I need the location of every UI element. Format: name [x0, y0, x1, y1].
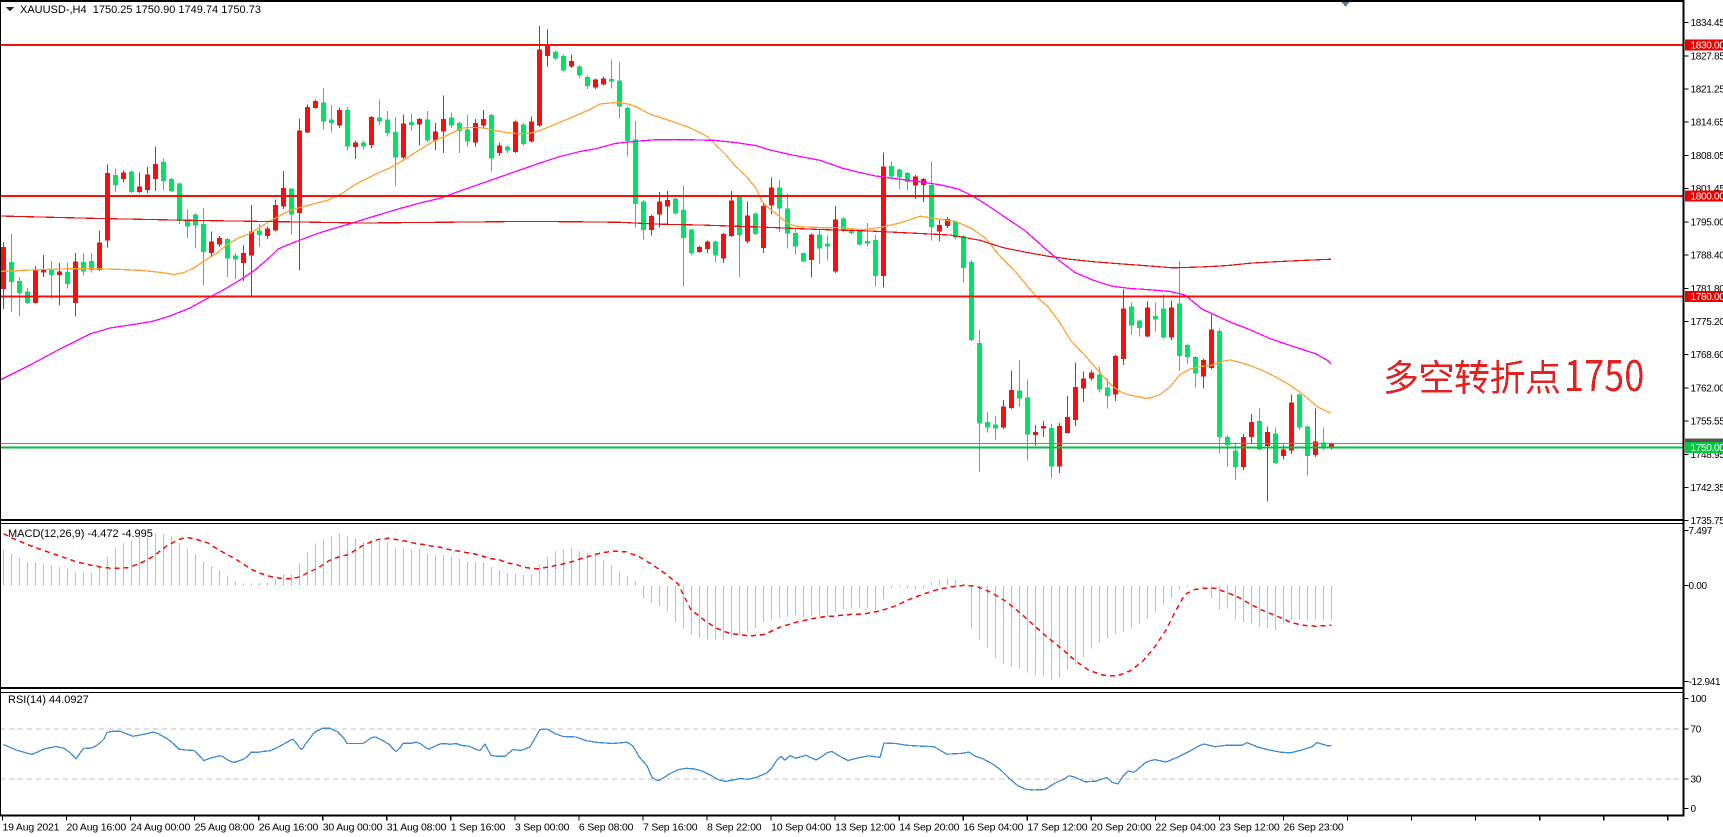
svg-text:13 Sep 12:00: 13 Sep 12:00 — [835, 822, 895, 834]
svg-text:26 Aug 16:00: 26 Aug 16:00 — [259, 822, 319, 834]
svg-text:-12.941: -12.941 — [1689, 677, 1722, 688]
svg-text:1780.00: 1780.00 — [1691, 292, 1723, 303]
svg-text:16 Sep 04:00: 16 Sep 04:00 — [963, 822, 1023, 834]
svg-text:XAUUSD-,H4 1750.25 1750.90 17: XAUUSD-,H4 1750.25 1750.90 1749.74 1750.… — [20, 4, 261, 16]
svg-text:1781.80: 1781.80 — [1691, 284, 1723, 295]
svg-text:17 Sep 12:00: 17 Sep 12:00 — [1027, 822, 1087, 834]
svg-text:20 Sep 20:00: 20 Sep 20:00 — [1091, 822, 1151, 834]
svg-text:1735.75: 1735.75 — [1691, 516, 1723, 527]
svg-text:14 Sep 20:00: 14 Sep 20:00 — [899, 822, 959, 834]
svg-text:1821.25: 1821.25 — [1691, 85, 1723, 96]
svg-text:7 Sep 16:00: 7 Sep 16:00 — [643, 822, 698, 834]
svg-text:1775.20: 1775.20 — [1691, 317, 1723, 328]
svg-text:1834.45: 1834.45 — [1691, 18, 1723, 29]
svg-text:70: 70 — [1691, 725, 1702, 736]
svg-text:1762.00: 1762.00 — [1691, 383, 1723, 394]
svg-text:1748.95: 1748.95 — [1691, 450, 1723, 461]
svg-text:1795.00: 1795.00 — [1691, 217, 1723, 228]
svg-text:6 Sep 08:00: 6 Sep 08:00 — [579, 822, 634, 834]
svg-text:24 Aug 00:00: 24 Aug 00:00 — [131, 822, 191, 834]
svg-text:1830.00: 1830.00 — [1691, 41, 1723, 52]
svg-text:100: 100 — [1691, 694, 1708, 705]
svg-text:1801.45: 1801.45 — [1691, 184, 1723, 195]
svg-text:8 Sep 22:00: 8 Sep 22:00 — [707, 822, 762, 834]
svg-text:1800.00: 1800.00 — [1691, 192, 1723, 203]
svg-text:1808.05: 1808.05 — [1691, 151, 1723, 162]
svg-text:RSI(14) 44.0927: RSI(14) 44.0927 — [8, 694, 89, 706]
svg-text:26 Sep 23:00: 26 Sep 23:00 — [1284, 822, 1344, 834]
svg-text:30 Aug 00:00: 30 Aug 00:00 — [323, 822, 383, 834]
svg-text:1788.40: 1788.40 — [1691, 251, 1723, 262]
svg-text:1 Sep 16:00: 1 Sep 16:00 — [451, 822, 506, 834]
svg-text:20 Aug 16:00: 20 Aug 16:00 — [67, 822, 127, 834]
svg-text:0.00: 0.00 — [1689, 581, 1708, 592]
svg-text:30: 30 — [1691, 775, 1702, 786]
svg-text:10 Sep 04:00: 10 Sep 04:00 — [771, 822, 831, 834]
svg-text:19 Aug 2021: 19 Aug 2021 — [3, 822, 60, 834]
svg-text:MACD(12,26,9) -4.472 -4.995: MACD(12,26,9) -4.472 -4.995 — [8, 528, 153, 540]
svg-text:25 Aug 08:00: 25 Aug 08:00 — [195, 822, 255, 834]
svg-text:1768.60: 1768.60 — [1691, 350, 1723, 361]
svg-text:1742.35: 1742.35 — [1691, 483, 1723, 494]
svg-text:7.497: 7.497 — [1689, 526, 1713, 537]
svg-text:1755.55: 1755.55 — [1691, 417, 1723, 428]
svg-text:0: 0 — [1691, 804, 1697, 815]
svg-text:1750.00: 1750.00 — [1691, 443, 1723, 454]
svg-text:22 Sep 04:00: 22 Sep 04:00 — [1155, 822, 1215, 834]
svg-text:31 Aug 08:00: 31 Aug 08:00 — [387, 822, 447, 834]
svg-text:3 Sep 00:00: 3 Sep 00:00 — [515, 822, 570, 834]
svg-text:23 Sep 12:00: 23 Sep 12:00 — [1220, 822, 1280, 834]
svg-text:1827.85: 1827.85 — [1691, 51, 1723, 62]
svg-text:1814.65: 1814.65 — [1691, 118, 1723, 129]
